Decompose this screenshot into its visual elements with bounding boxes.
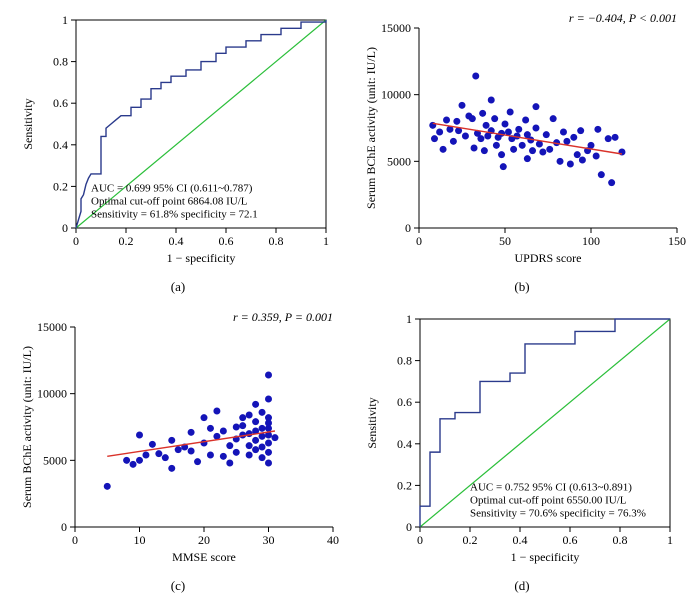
- svg-text:0.6: 0.6: [563, 533, 578, 547]
- svg-text:20: 20: [198, 533, 210, 547]
- roc-chart-a: 0 0.2 0.4 0.6 0.8 1 0 0.2 0.4 0.6 0.8 1 1 − specific…: [18, 10, 338, 270]
- svg-text:1: 1: [667, 533, 673, 547]
- svg-text:0.4: 0.4: [53, 138, 68, 152]
- svg-text:Sensitivity: Sensitivity: [365, 397, 379, 448]
- panel-d: 0 0.2 0.4 0.6 0.8 1 0 0.2 0.4 0.6 0.8 1 1 − specific…: [354, 309, 690, 594]
- svg-text:1: 1: [62, 13, 68, 27]
- caption-d: (d): [514, 578, 529, 594]
- svg-text:Serum BChE activity (unit: IU/: Serum BChE activity (unit: IU/L): [20, 346, 34, 508]
- svg-text:40: 40: [327, 533, 339, 547]
- svg-text:0.4: 0.4: [169, 234, 184, 248]
- svg-text:0.8: 0.8: [269, 234, 284, 248]
- svg-text:MMSE score: MMSE score: [172, 550, 236, 564]
- svg-text:0.4: 0.4: [397, 437, 412, 451]
- svg-text:Serum BChE activity (unit: IU/: Serum BChE activity (unit: IU/L): [364, 47, 378, 209]
- svg-text:30: 30: [263, 533, 275, 547]
- svg-text:Sensitivity = 61.8% specificit: Sensitivity = 61.8% specificity = 72.1: [91, 209, 258, 221]
- svg-text:AUC = 0.752 95% CI (0.613~0.89: AUC = 0.752 95% CI (0.613~0.891): [470, 482, 632, 494]
- svg-text:0.2: 0.2: [397, 478, 412, 492]
- svg-text:0.8: 0.8: [397, 354, 412, 368]
- svg-text:0: 0: [62, 221, 68, 235]
- svg-text:1: 1: [406, 312, 412, 326]
- svg-text:0.8: 0.8: [53, 55, 68, 69]
- svg-text:0.2: 0.2: [119, 234, 134, 248]
- svg-text:50: 50: [499, 234, 511, 248]
- svg-text:Optimal cut-off point 6550.00: Optimal cut-off point 6550.00 IU/L: [470, 495, 627, 507]
- svg-text:1 − specificity: 1 − specificity: [167, 251, 236, 265]
- panel-a: 0 0.2 0.4 0.6 0.8 1 0 0.2 0.4 0.6 0.8 1 1 − specific…: [10, 10, 346, 295]
- panel-c: 0 10 20 30 40 0 5000 10000 15000 MMSE score Serum …: [10, 309, 346, 594]
- roc-chart-d: 0 0.2 0.4 0.6 0.8 1 0 0.2 0.4 0.6 0.8 1 1 − specific…: [362, 309, 682, 569]
- svg-text:0.6: 0.6: [397, 395, 412, 409]
- svg-text:100: 100: [582, 234, 600, 248]
- caption-a: (a): [171, 279, 185, 295]
- scatter-chart-c: 0 10 20 30 40 0 5000 10000 15000 MMSE score Serum …: [13, 309, 343, 569]
- svg-text:0.8: 0.8: [613, 533, 628, 547]
- svg-text:0: 0: [405, 221, 411, 235]
- svg-text:0.6: 0.6: [53, 96, 68, 110]
- svg-text:Sensitivity = 70.6% specificit: Sensitivity = 70.6% specificity = 76.3%: [470, 508, 646, 520]
- svg-text:0: 0: [73, 234, 79, 248]
- svg-text:5000: 5000: [387, 154, 411, 168]
- svg-text:0: 0: [406, 520, 412, 534]
- svg-text:15000: 15000: [37, 320, 67, 334]
- svg-text:0.6: 0.6: [219, 234, 234, 248]
- svg-text:AUC = 0.699 95% CI (0.611~0.78: AUC = 0.699 95% CI (0.611~0.787): [91, 183, 253, 195]
- scatter-chart-b: 0 50 100 150 0 5000 10000 15000 UPDRS score Serum…: [357, 10, 687, 270]
- svg-text:0.2: 0.2: [463, 533, 478, 547]
- svg-text:0: 0: [61, 520, 67, 534]
- svg-text:1: 1: [323, 234, 329, 248]
- svg-text:0.2: 0.2: [53, 179, 68, 193]
- svg-text:0: 0: [72, 533, 78, 547]
- svg-text:10000: 10000: [37, 387, 67, 401]
- svg-text:1 − specificity: 1 − specificity: [511, 550, 580, 564]
- caption-b: (b): [514, 279, 529, 295]
- svg-text:r = 0.359, P = 0.001: r = 0.359, P = 0.001: [233, 310, 333, 324]
- svg-text:0.4: 0.4: [513, 533, 528, 547]
- svg-text:15000: 15000: [381, 21, 411, 35]
- caption-c: (c): [171, 578, 185, 594]
- chart-grid: 00.20.40.60.8100.20.40.60.811 − specific…: [10, 10, 690, 594]
- svg-text:UPDRS score: UPDRS score: [514, 251, 581, 265]
- svg-text:Optimal cut-off point 6864.08: Optimal cut-off point 6864.08 IU/L: [91, 196, 248, 208]
- svg-text:0: 0: [416, 234, 422, 248]
- svg-text:10000: 10000: [381, 88, 411, 102]
- svg-text:10: 10: [134, 533, 146, 547]
- svg-text:r = −0.404, P < 0.001: r = −0.404, P < 0.001: [569, 11, 677, 25]
- svg-text:5000: 5000: [43, 453, 67, 467]
- svg-text:Sensitivity: Sensitivity: [21, 98, 35, 149]
- svg-text:150: 150: [668, 234, 686, 248]
- panel-b: 0 50 100 150 0 5000 10000 15000 UPDRS score Serum…: [354, 10, 690, 295]
- svg-text:0: 0: [417, 533, 423, 547]
